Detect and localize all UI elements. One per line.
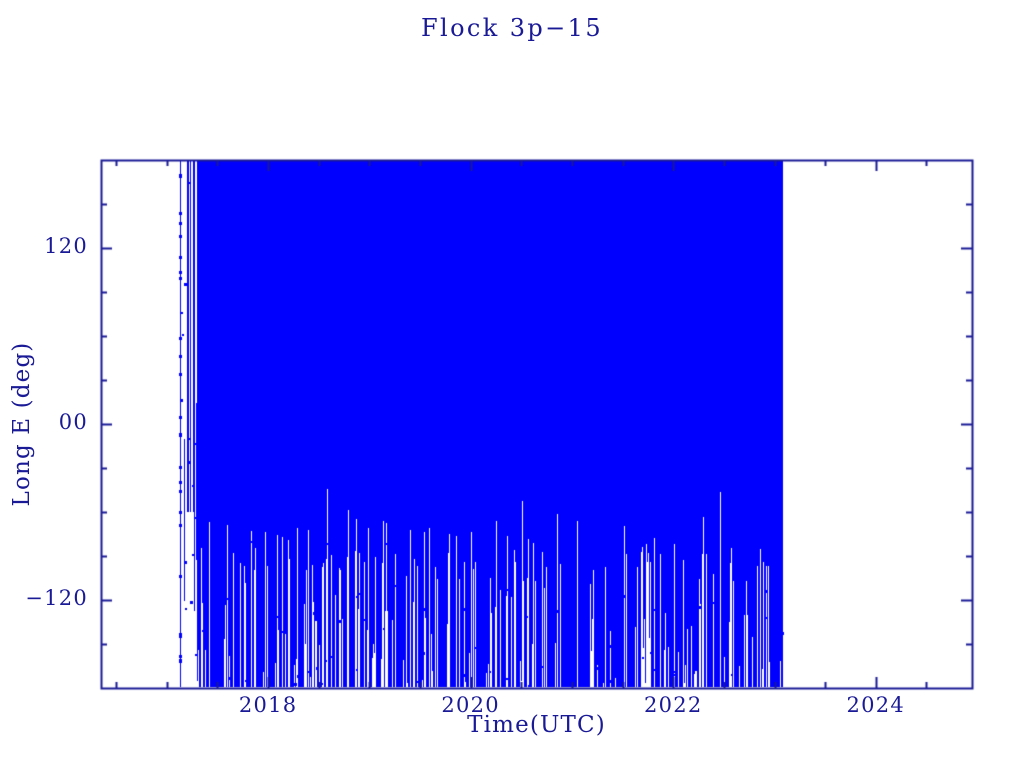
y-tick-label-1: 00: [58, 410, 88, 434]
x-tick-label-2024: 2024: [846, 693, 906, 717]
x-tick-label-2018: 2018: [238, 693, 298, 717]
y-tick-label-2: −120: [25, 586, 88, 610]
x-axis-title: Time(UTC): [467, 712, 606, 738]
x-tick-label-2022: 2022: [643, 693, 703, 717]
page-title: Flock 3p−15: [420, 14, 604, 42]
x-tick-label-2020: 2020: [441, 693, 500, 717]
y-tick-label-0: 120: [44, 234, 88, 258]
